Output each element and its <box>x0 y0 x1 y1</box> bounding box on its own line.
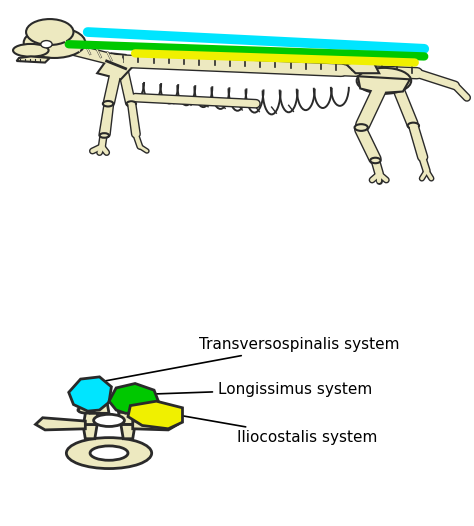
Polygon shape <box>36 418 85 430</box>
Ellipse shape <box>24 27 85 58</box>
Ellipse shape <box>408 123 419 129</box>
Text: Transversospinalis system: Transversospinalis system <box>100 337 400 382</box>
Ellipse shape <box>66 438 152 469</box>
Text: Iliocostalis system: Iliocostalis system <box>171 414 377 445</box>
Polygon shape <box>17 56 50 63</box>
Ellipse shape <box>90 446 128 460</box>
Polygon shape <box>133 418 178 430</box>
Ellipse shape <box>103 101 113 106</box>
Circle shape <box>41 41 52 48</box>
Polygon shape <box>83 424 97 439</box>
Ellipse shape <box>13 44 48 57</box>
Polygon shape <box>83 412 97 424</box>
Ellipse shape <box>123 407 140 413</box>
Ellipse shape <box>355 124 368 131</box>
Ellipse shape <box>94 414 124 427</box>
Polygon shape <box>121 424 135 439</box>
Ellipse shape <box>127 102 136 106</box>
Polygon shape <box>97 54 135 79</box>
Ellipse shape <box>78 407 94 413</box>
Polygon shape <box>109 383 159 413</box>
Polygon shape <box>118 412 135 424</box>
Polygon shape <box>69 377 111 411</box>
Ellipse shape <box>370 158 381 163</box>
Polygon shape <box>90 380 109 413</box>
Ellipse shape <box>356 68 411 94</box>
Ellipse shape <box>100 133 109 138</box>
Polygon shape <box>128 401 182 429</box>
Polygon shape <box>346 61 379 73</box>
Text: Longissimus system: Longissimus system <box>140 381 372 397</box>
Polygon shape <box>358 76 410 93</box>
Ellipse shape <box>26 19 73 45</box>
